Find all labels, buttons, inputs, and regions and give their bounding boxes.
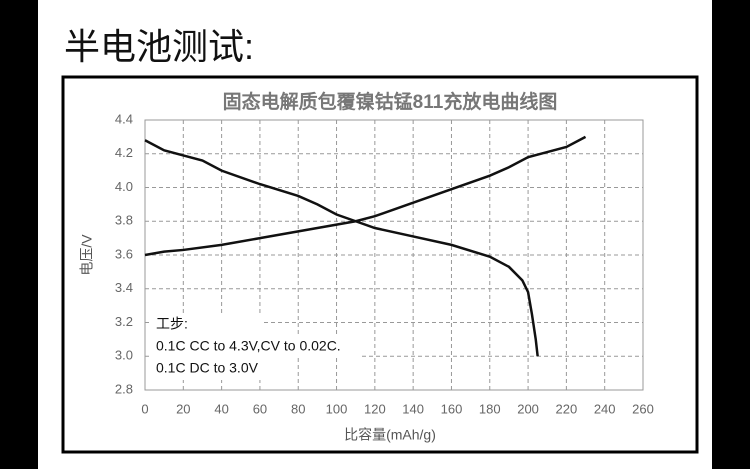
x-tick-label: 160 bbox=[441, 401, 463, 416]
x-axis-label: 比容量(mAh/g) bbox=[344, 427, 436, 443]
x-tick-label: 80 bbox=[291, 401, 305, 416]
x-tick-label: 180 bbox=[479, 401, 501, 416]
y-tick-label: 3.6 bbox=[115, 246, 133, 261]
line-series bbox=[144, 139, 539, 357]
chart-frame bbox=[61, 75, 699, 454]
x-tick-label: 200 bbox=[517, 401, 539, 416]
annotation: 0.1C DC to 3.0V bbox=[156, 360, 259, 376]
slide-heading: 半电池测试: bbox=[64, 26, 255, 67]
x-tick-label: 60 bbox=[253, 401, 267, 416]
chart-title: 固态电解质包覆镍钴锰811充放电曲线图 bbox=[223, 90, 558, 113]
x-tick-label: 100 bbox=[326, 401, 348, 416]
y-tick-label: 3.0 bbox=[115, 348, 133, 363]
y-tick-label: 3.4 bbox=[115, 280, 133, 295]
annotation: 0.1C CC to 4.3V,CV to 0.02C. bbox=[156, 338, 341, 354]
annotation-bg bbox=[152, 336, 362, 358]
y-tick-label: 3.2 bbox=[115, 314, 133, 329]
annotation-bg bbox=[152, 314, 262, 336]
x-tick-label: 120 bbox=[364, 401, 386, 416]
x-tick-label: 140 bbox=[402, 401, 424, 416]
x-tick-label: 0 bbox=[141, 401, 148, 416]
annotation-bg bbox=[152, 358, 262, 380]
x-tick-label: 20 bbox=[176, 401, 190, 416]
y-tick-label: 4.4 bbox=[115, 111, 133, 126]
x-tick-label: 40 bbox=[214, 401, 228, 416]
x-tick-label: 220 bbox=[556, 401, 578, 416]
annotation: 工步: bbox=[156, 316, 188, 332]
x-tick-label: 240 bbox=[594, 401, 616, 416]
y-axis-label: 电压/V bbox=[79, 234, 95, 276]
line-series bbox=[144, 135, 587, 257]
y-tick-label: 3.8 bbox=[115, 213, 133, 228]
x-tick-label: 260 bbox=[632, 401, 654, 416]
y-tick-label: 4.0 bbox=[115, 179, 133, 194]
y-tick-label: 4.2 bbox=[115, 145, 133, 160]
y-tick-label: 2.8 bbox=[115, 381, 133, 396]
